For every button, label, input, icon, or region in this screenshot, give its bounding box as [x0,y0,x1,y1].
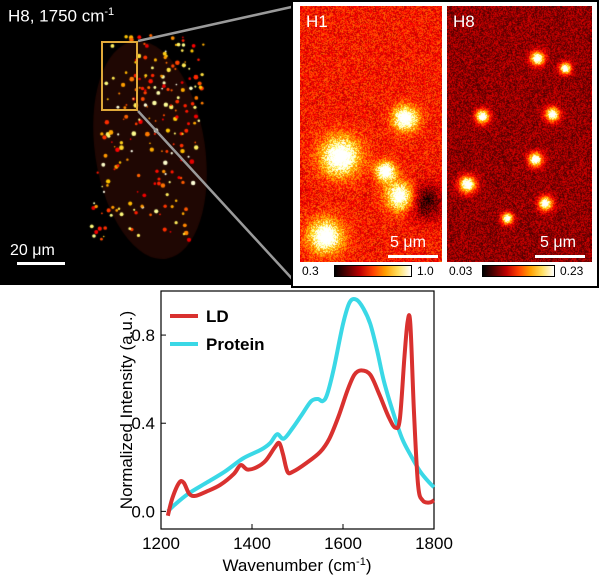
colorbar-h1-max: 1.0 [417,264,434,278]
scalebar-h1-label: 5 μm [390,234,426,251]
x-tick-label: 1800 [415,534,453,553]
cell-image-label: H8, 1750 cm-1 [8,6,115,26]
scalebar-h8 [535,255,585,258]
x-tick-label: 1600 [324,534,362,553]
colorbar-h1 [334,265,412,277]
series-line-protein [166,296,436,513]
scalebar-h1 [388,255,438,258]
colorbar-h8-max: 0.23 [560,264,584,278]
series-line-ld [165,313,436,517]
h8-label: H8 [453,12,475,31]
zoom-guide-lines [137,4,297,284]
h1-image [300,6,442,262]
legend-label-protein: Protein [206,335,265,354]
colorbar-h8-min: 0.03 [449,264,473,278]
h1-zoom-panel: H1 5 μm [300,6,442,262]
y-tick-label: 0.0 [131,502,155,521]
scalebar-h8-label: 5 μm [540,234,576,251]
roi-box [101,41,138,111]
scalebar-left-label: 20 μm [10,242,55,259]
colorbar-h8 [482,265,555,277]
colorbar-h1-min: 0.3 [302,264,319,278]
plot-frame [160,290,435,530]
series-layer [165,296,436,517]
raman-spectrum-chart: 1200 1400 1600 1800 0.0 0.4 0.8 LD Protein Wav… [117,290,453,575]
legend-label-ld: LD [206,307,229,326]
h8-image [447,6,592,262]
h1-label: H1 [306,12,328,31]
y-tick-label: 0.8 [131,326,155,345]
cell-image [0,0,295,285]
x-tick-label: 1400 [233,534,271,553]
y-axis-label: Normalized Intensity (a.u.) [117,311,136,509]
axis-ticks: 1200 1400 1600 1800 0.0 0.4 0.8 [131,326,453,553]
y-tick-label: 0.4 [131,414,155,433]
scalebar-left [17,262,65,265]
cell-image-panel: H8, 1750 cm-1 20 μm [0,0,295,285]
x-axis-label: Wavenumber (cm-1) [223,556,372,575]
x-tick-label: 1200 [142,534,180,553]
h8-zoom-panel: H8 5 μm [447,6,592,262]
